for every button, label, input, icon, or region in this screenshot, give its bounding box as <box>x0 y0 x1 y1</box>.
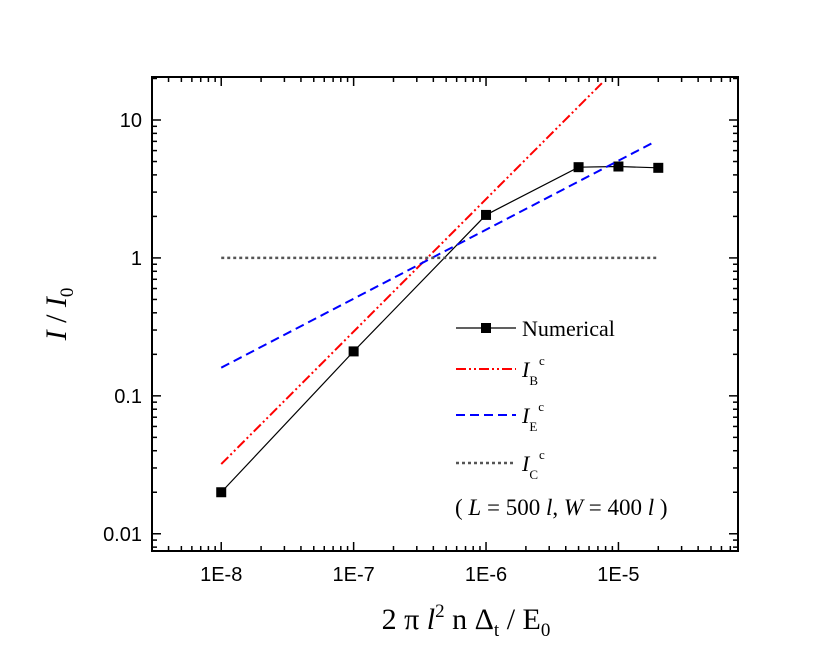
tick-labels: 1E-8 1E-7 1E-6 1E-5 0.01 0.1 1 10 <box>103 110 639 586</box>
data-point <box>348 346 359 357</box>
x-axis-label: 2 π l2 n Δt / E0 <box>382 601 551 641</box>
series-line-2 <box>220 142 653 369</box>
legend-label-numerical: Numerical <box>522 316 615 341</box>
legend-entry-numerical: Numerical <box>456 316 615 341</box>
legend-entry-ie: IEc <box>456 399 544 434</box>
legend-label-ib: IBc <box>521 353 545 388</box>
legend-entry-ic: ICc <box>456 447 545 482</box>
x-tick-label: 1E-5 <box>597 564 639 586</box>
legend-label-ic: ICc <box>521 447 545 482</box>
legend-square-marker <box>481 323 491 333</box>
series-layer <box>216 82 664 498</box>
data-point <box>573 162 584 173</box>
axis-ticks <box>151 77 739 551</box>
y-tick-label: 10 <box>120 110 142 132</box>
legend-params: ( L = 500 l, W = 400 l ) <box>455 495 668 520</box>
x-tick-label: 1E-7 <box>333 564 375 586</box>
legend-label-ie: IEc <box>521 399 544 434</box>
y-tick-label: 0.01 <box>103 524 142 546</box>
y-axis-label: I / I0 <box>40 288 78 342</box>
data-point <box>613 161 624 172</box>
series-line-0 <box>220 165 659 493</box>
plot-frame <box>151 76 739 552</box>
y-tick-label: 0.1 <box>114 386 142 408</box>
y-tick-label: 1 <box>131 248 142 270</box>
legend: Numerical IBc IEc ICc ( L = 500 l, W = 4… <box>455 316 668 520</box>
x-tick-label: 1E-8 <box>200 564 242 586</box>
series-line-1 <box>220 82 603 465</box>
data-point <box>481 209 492 220</box>
x-tick-label: 1E-6 <box>465 564 507 586</box>
data-point <box>216 487 227 498</box>
data-point <box>653 162 664 173</box>
legend-entry-ib: IBc <box>456 353 545 388</box>
